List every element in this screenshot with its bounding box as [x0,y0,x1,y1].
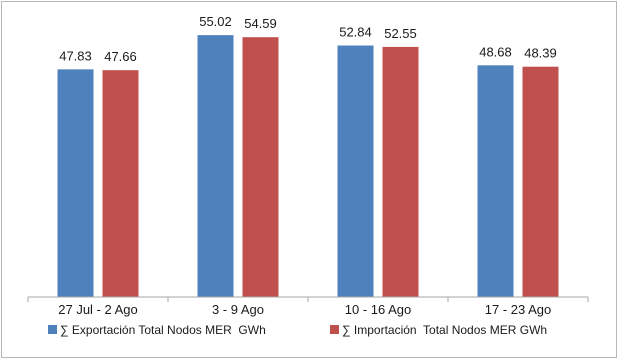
labels-layer: 47.83 47.66 55.02 54.59 52.84 52.55 48.68 48.39 [59,14,557,64]
bar-importacion [522,66,559,298]
data-label: 47.66 [104,49,137,64]
legend: ∑ Exportación Total Nodos MER GWh ∑ Impor… [48,323,547,337]
legend-label: ∑ Importación Total Nodos MER GWh [342,323,547,337]
bar-exportacion [337,45,374,298]
bar-exportacion [197,35,234,297]
bar-importacion [102,70,139,298]
ticks-layer [27,297,589,302]
category-label: 3 - 9 Ago [212,302,264,317]
category-label: 17 - 23 Ago [485,302,552,317]
bar-importacion [242,37,279,297]
data-label: 48.39 [524,46,557,61]
bar-exportacion [477,65,514,297]
data-label: 47.83 [59,48,92,63]
data-label: 52.55 [384,26,417,41]
bars-layer [57,35,559,298]
legend-swatch [330,325,339,334]
data-label: 54.59 [244,16,277,31]
data-label: 52.84 [339,25,372,40]
legend-label: ∑ Exportación Total Nodos MER GWh [60,323,266,337]
data-label: 55.02 [199,14,232,29]
bar-importacion [382,46,419,297]
bar-exportacion [57,69,94,297]
category-labels: 27 Jul - 2 Ago 3 - 9 Ago 10 - 16 Ago 17 - 2… [58,302,551,317]
legend-swatch [48,325,57,334]
category-label: 27 Jul - 2 Ago [58,302,138,317]
data-label: 48.68 [479,44,512,59]
category-label: 10 - 16 Ago [345,302,412,317]
